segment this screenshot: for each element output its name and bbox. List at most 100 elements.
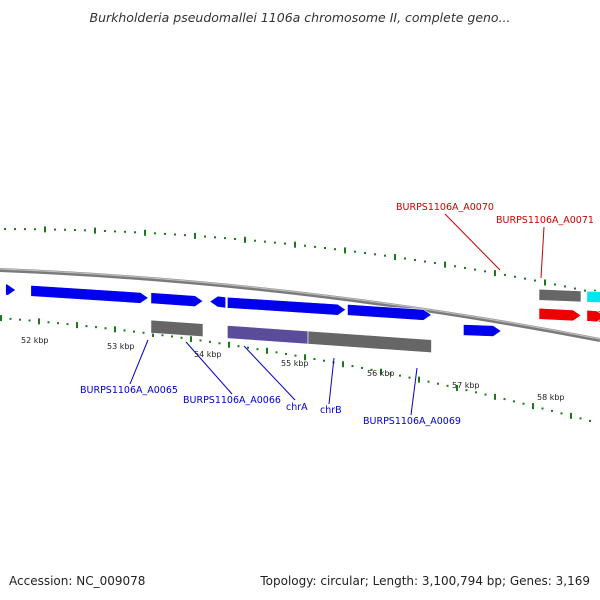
outer-tick — [194, 232, 196, 239]
feature-g2[interactable] — [227, 325, 309, 345]
inner-tick — [475, 391, 477, 394]
outer-tick — [134, 231, 136, 234]
outer-tick — [44, 226, 46, 233]
inner-tick — [427, 380, 430, 383]
gene-label-a0066[interactable]: BURPS1106A_A0066 — [183, 395, 281, 406]
chromosome-backbone-highlight — [0, 268, 600, 340]
gene-label-chra[interactable]: chrA — [286, 402, 308, 413]
inner-tick — [285, 352, 287, 355]
inner-tick — [589, 419, 591, 422]
gene-label-a0071[interactable]: BURPS1106A_A0071 — [496, 215, 594, 226]
inner-tick — [209, 340, 211, 343]
outer-tick — [354, 250, 356, 253]
inner-tick — [247, 346, 249, 349]
callout-a0070 — [444, 213, 501, 271]
gene-label-chrb[interactable]: chrB — [320, 405, 342, 416]
scale-label-56: 56 kbp — [367, 369, 395, 378]
inner-tick — [237, 345, 240, 348]
outer-tick — [464, 266, 466, 269]
callout-a0065 — [129, 339, 149, 385]
inner-tick — [399, 374, 401, 377]
feature-r1[interactable] — [538, 307, 582, 322]
inner-tick — [570, 412, 572, 419]
outer-tick — [144, 229, 146, 236]
outer-tick — [504, 273, 506, 276]
gene-label-a0065[interactable]: BURPS1106A_A0065 — [80, 385, 178, 396]
outer-tick — [94, 227, 96, 234]
inner-tick — [541, 407, 544, 410]
outer-tick — [284, 242, 286, 245]
feature-f6[interactable] — [347, 304, 433, 321]
outer-tick — [414, 259, 416, 262]
chromosome-backbone — [0, 268, 600, 342]
callout-chra — [243, 345, 296, 401]
inner-tick — [484, 393, 487, 396]
feature-f5[interactable] — [227, 296, 347, 316]
scale-label-52: 52 kbp — [21, 336, 49, 345]
callout-a0071 — [540, 226, 545, 279]
scale-label-57: 57 kbp — [452, 381, 480, 390]
outer-tick — [404, 257, 406, 260]
scale-labels: 52 kbp 53 kbp 54 kbp 55 kbp 56 kbp 57 kb… — [21, 336, 565, 402]
inner-tick — [532, 403, 534, 410]
inner-tick — [256, 348, 259, 351]
outer-tick — [314, 245, 316, 248]
feature-track[interactable] — [5, 283, 600, 354]
inner-tick — [57, 322, 59, 325]
gene-label-a0070[interactable]: BURPS1106A_A0070 — [396, 202, 494, 213]
inner-tick — [266, 347, 268, 354]
outer-tick — [344, 247, 346, 254]
outer-tick — [74, 229, 76, 232]
inner-tick — [142, 331, 145, 334]
inner-tick — [133, 330, 135, 333]
label-callouts — [129, 213, 545, 416]
inner-tick — [389, 372, 392, 375]
outer-tick — [154, 232, 156, 235]
feature-f7[interactable] — [463, 324, 502, 337]
feature-g3[interactable] — [307, 330, 432, 354]
scale-label-55: 55 kbp — [281, 359, 309, 368]
inner-tick — [104, 327, 107, 330]
outer-tick — [364, 251, 366, 254]
outer-tick — [334, 248, 336, 251]
scale-label-53: 53 kbp — [107, 342, 135, 351]
feature-f2[interactable] — [30, 285, 149, 304]
inner-tick — [503, 398, 506, 401]
feature-f4[interactable] — [209, 295, 226, 309]
inner-tick — [494, 393, 496, 400]
inner-tick — [28, 319, 31, 322]
outer-tick — [14, 228, 16, 231]
feature-f3[interactable] — [150, 292, 204, 307]
gene-labels[interactable]: BURPS1106A_A0065 BURPS1106A_A0066 chrA c… — [80, 202, 594, 427]
inner-tick — [95, 326, 97, 329]
outer-tick — [244, 236, 246, 243]
inner-tick — [304, 354, 306, 361]
outer-tick — [494, 270, 496, 277]
inner-tick — [0, 315, 2, 322]
outer-tick — [554, 283, 556, 286]
inner-tick — [380, 368, 382, 375]
outer-tick — [424, 260, 426, 263]
inner-tick — [180, 336, 183, 339]
inner-tick — [408, 376, 411, 379]
outer-tick-ring — [4, 226, 596, 296]
outer-tick — [274, 241, 276, 244]
gene-label-a0069[interactable]: BURPS1106A_A0069 — [363, 416, 461, 427]
inner-tick — [9, 317, 12, 320]
feature-c1[interactable] — [586, 290, 600, 304]
inner-tick — [275, 351, 278, 354]
outer-tick — [394, 254, 396, 261]
outer-tick — [64, 228, 66, 231]
feature-g1[interactable] — [150, 319, 204, 338]
feature-r2[interactable] — [586, 309, 600, 323]
outer-tick — [184, 234, 186, 237]
outer-tick — [264, 240, 266, 243]
outer-tick — [234, 237, 236, 240]
inner-tick — [123, 329, 126, 332]
inner-tick — [551, 409, 553, 412]
map-title: Burkholderia pseudomallei 1106a chromoso… — [89, 10, 511, 25]
feature-g4[interactable] — [538, 288, 582, 303]
feature-f1[interactable] — [5, 283, 17, 296]
inner-tick — [218, 342, 221, 345]
